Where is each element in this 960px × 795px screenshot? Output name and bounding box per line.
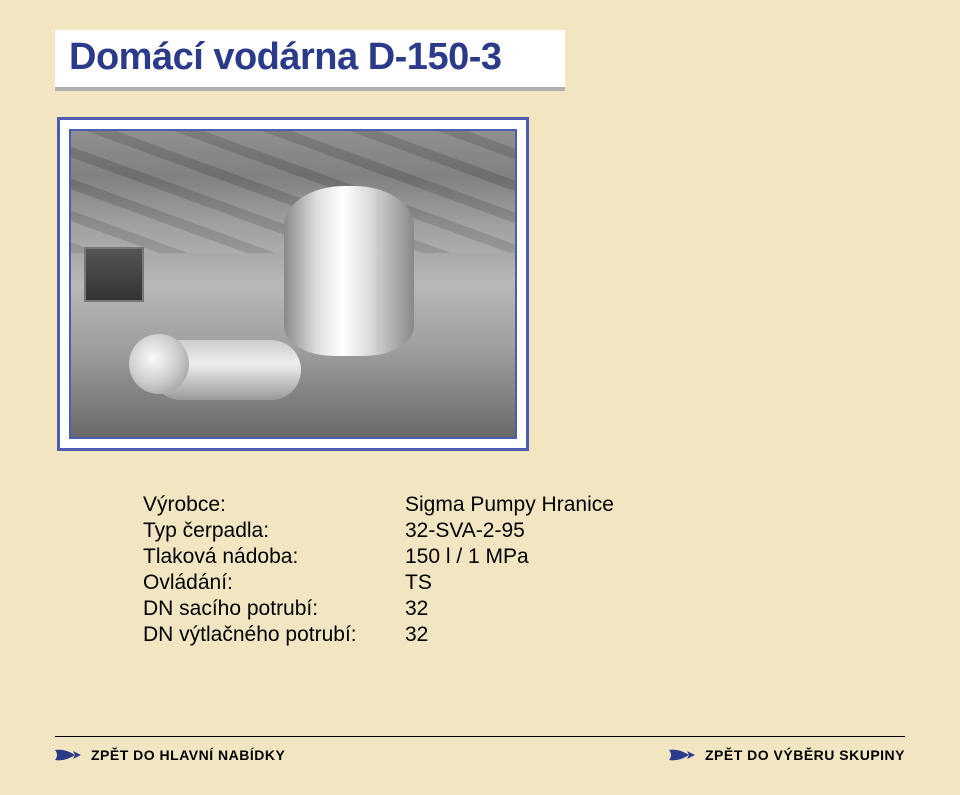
arrow-right-icon — [669, 748, 695, 762]
spec-label: Typ čerpadla: — [143, 519, 405, 543]
spec-label: DN výtlačného potrubí: — [143, 623, 405, 647]
back-to-main-menu-link[interactable]: ZPĚT DO HLAVNÍ NABÍDKY — [55, 747, 285, 763]
spec-value: TS — [405, 571, 432, 595]
page-content: Domácí vodárna D-150-3 Výrobce: Sigma Pu… — [0, 0, 960, 647]
back-to-main-menu-label: ZPĚT DO HLAVNÍ NABÍDKY — [91, 747, 285, 763]
spec-row: Výrobce: Sigma Pumpy Hranice — [143, 493, 905, 517]
title-block: Domácí vodárna D-150-3 — [55, 30, 565, 91]
spec-value: 32 — [405, 597, 428, 621]
arrow-right-icon — [55, 748, 81, 762]
photo-box-shape — [84, 247, 144, 302]
footer-divider — [55, 736, 905, 737]
product-photo-frame — [57, 117, 529, 451]
back-to-group-selection-link[interactable]: ZPĚT DO VÝBĚRU SKUPINY — [669, 747, 905, 763]
photo-pump-front-shape — [129, 334, 189, 394]
spec-value: Sigma Pumpy Hranice — [405, 493, 614, 517]
spec-label: Výrobce: — [143, 493, 405, 517]
footer-links: ZPĚT DO HLAVNÍ NABÍDKY ZPĚT DO VÝBĚRU SK… — [55, 747, 905, 763]
back-to-group-selection-label: ZPĚT DO VÝBĚRU SKUPINY — [705, 747, 905, 763]
spec-row: Typ čerpadla: 32-SVA-2-95 — [143, 519, 905, 543]
spec-row: DN výtlačného potrubí: 32 — [143, 623, 905, 647]
page-footer: ZPĚT DO HLAVNÍ NABÍDKY ZPĚT DO VÝBĚRU SK… — [0, 736, 960, 763]
spec-value: 32 — [405, 623, 428, 647]
spec-value: 32-SVA-2-95 — [405, 519, 525, 543]
spec-row: Ovládání: TS — [143, 571, 905, 595]
spec-label: Tlaková nádoba: — [143, 545, 405, 569]
spec-row: DN sacího potrubí: 32 — [143, 597, 905, 621]
spec-row: Tlaková nádoba: 150 l / 1 MPa — [143, 545, 905, 569]
spec-table: Výrobce: Sigma Pumpy Hranice Typ čerpadl… — [143, 493, 905, 647]
photo-tank-shape — [284, 186, 414, 356]
page-title: Domácí vodárna D-150-3 — [69, 36, 551, 79]
spec-label: DN sacího potrubí: — [143, 597, 405, 621]
product-photo — [69, 129, 517, 439]
spec-value: 150 l / 1 MPa — [405, 545, 529, 569]
spec-label: Ovládání: — [143, 571, 405, 595]
